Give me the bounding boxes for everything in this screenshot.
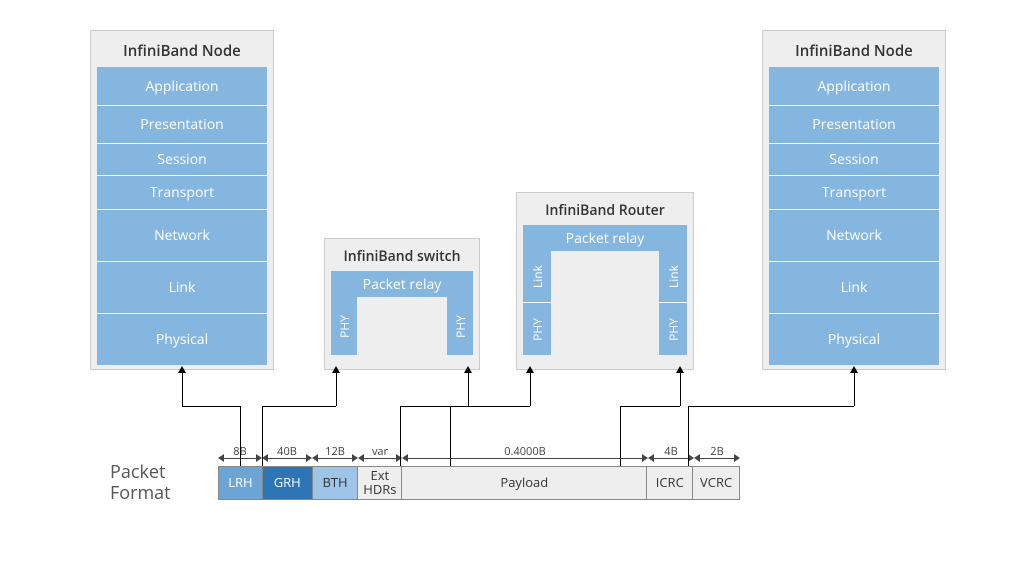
link-column-right: Link [659,251,687,303]
layer-link: Link [769,261,939,313]
layer-network: Network [97,209,267,261]
packet-size-label: 40B [262,446,312,462]
layer-link: Link [97,261,267,313]
router-title: InfiniBand Router [523,199,687,225]
layer-physical: Physical [769,313,939,365]
packet-relay-bar: Packet relay [523,225,687,251]
node-title: InfiniBand Node [97,37,267,67]
infiniband-node-right: InfiniBand Node ApplicationPresentationS… [762,30,946,370]
phy-column-left: PHY [331,297,357,355]
switch-title: InfiniBand switch [331,245,473,271]
layer-network: Network [769,209,939,261]
layer-transport: Transport [97,175,267,209]
router-u-shape: Link Link PHY PHY [523,251,687,355]
layer-physical: Physical [97,313,267,365]
packet-relay-bar: Packet relay [331,271,473,297]
infiniband-node-left: InfiniBand Node ApplicationPresentationS… [90,30,274,370]
packet-size-label: 0.4000B [402,446,648,462]
packet-format-row: LRHGRHBTHExtHDRsPayloadICRCVCRC [218,466,740,500]
packet-size-label: var [358,446,402,462]
layer-transport: Transport [769,175,939,209]
layer-application: Application [97,67,267,105]
packet-segment-grh: GRH [263,467,313,499]
layer-application: Application [769,67,939,105]
layer-presentation: Presentation [769,105,939,143]
phy-column-left: PHY [523,303,551,355]
layer-session: Session [97,143,267,175]
phy-column-right: PHY [659,303,687,355]
packet-format-label: PacketFormat [110,462,171,503]
infiniband-router: InfiniBand Router Packet relay Link Link… [516,192,694,370]
diagram-canvas: InfiniBand Node ApplicationPresentationS… [0,0,1024,576]
packet-size-row: 8B40B12Bvar0.4000B4B2B [218,446,740,462]
packet-segment-icrc: ICRC [647,467,693,499]
packet-size-label: 12B [312,446,358,462]
node-title: InfiniBand Node [769,37,939,67]
layer-presentation: Presentation [97,105,267,143]
packet-segment-payload: Payload [402,467,647,499]
phy-column-right: PHY [447,297,473,355]
switch-u-shape: PHY PHY [331,297,473,355]
link-column-left: Link [523,251,551,303]
packet-segment-vcrc: VCRC [693,467,739,499]
packet-segment-bth: BTH [313,467,359,499]
infiniband-switch: InfiniBand switch Packet relay PHY PHY [324,238,480,370]
packet-segment-ext-hdrs: ExtHDRs [358,467,402,499]
layer-session: Session [769,143,939,175]
packet-size-label: 2B [694,446,740,462]
layer-stack: ApplicationPresentationSessionTransportN… [97,67,267,365]
layer-stack: ApplicationPresentationSessionTransportN… [769,67,939,365]
packet-segment-lrh: LRH [219,467,263,499]
